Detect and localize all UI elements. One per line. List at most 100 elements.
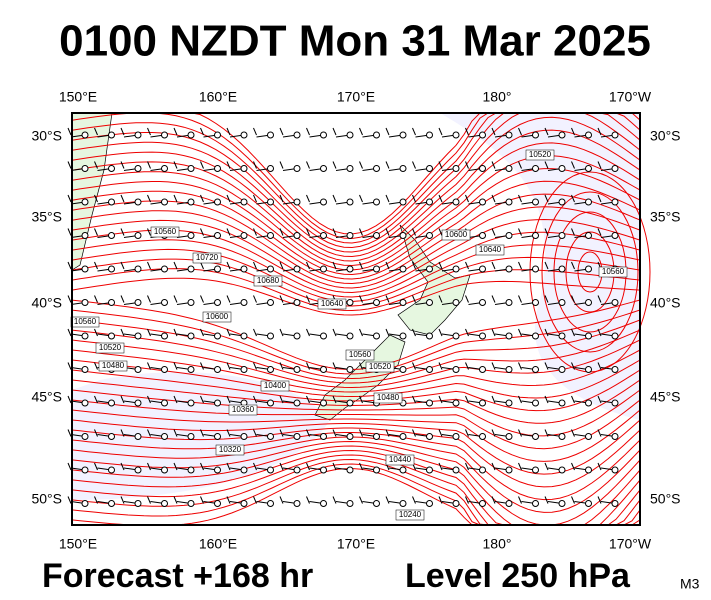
barb-station xyxy=(134,366,142,373)
barb-station xyxy=(479,500,486,507)
barb-flag xyxy=(306,328,310,337)
barb-flag xyxy=(279,429,284,437)
barb-flag xyxy=(332,161,337,169)
barb-station xyxy=(585,399,592,407)
barb-station xyxy=(161,366,168,373)
barb-flag xyxy=(226,395,231,404)
barb-station xyxy=(240,500,248,507)
barb-flag xyxy=(412,395,416,404)
lon-label-bottom: 150°E xyxy=(59,536,97,552)
contour-line xyxy=(71,369,641,412)
barb-flag xyxy=(385,127,390,136)
barb-flag xyxy=(518,261,522,270)
barb-station xyxy=(346,366,354,373)
barb-flag xyxy=(385,295,390,303)
barb-station xyxy=(161,466,168,474)
barb-station xyxy=(505,466,513,474)
barb-station xyxy=(452,131,460,139)
barb-station xyxy=(426,232,433,239)
barb-station xyxy=(532,332,539,340)
barb-station xyxy=(532,466,539,474)
barb-station xyxy=(399,265,407,273)
barb-station xyxy=(558,433,566,440)
axes: 150°E 150°E 160°E 160°E 170°E 170°E 180° 180° 17… xyxy=(31,89,680,552)
barb-station xyxy=(558,332,566,340)
barb-station xyxy=(267,500,274,507)
barb-station xyxy=(426,131,433,139)
barb-flag xyxy=(359,362,363,370)
barb-station xyxy=(505,131,513,139)
barb-flag xyxy=(120,295,125,303)
lat-label-left: 30°S xyxy=(31,128,62,144)
barb-flag xyxy=(306,395,310,404)
barb-flag xyxy=(332,462,337,471)
barb-flag xyxy=(253,496,257,504)
barb-flag xyxy=(571,228,575,236)
barb-flag xyxy=(94,228,98,236)
lat-label-right: 45°S xyxy=(650,389,681,405)
barb-station xyxy=(81,366,89,373)
contour-line xyxy=(71,129,641,262)
barb-station xyxy=(558,399,566,407)
barb-station xyxy=(399,198,407,206)
barb-flag xyxy=(147,295,151,303)
barb-flag xyxy=(226,429,231,437)
barb-station xyxy=(611,332,619,340)
barb-flag xyxy=(518,328,522,337)
barb-flag xyxy=(173,127,178,136)
barb-station xyxy=(320,198,327,206)
barb-station xyxy=(267,433,274,440)
barb-flag xyxy=(491,395,496,404)
barb-flag xyxy=(67,462,72,471)
barb-station xyxy=(108,399,115,407)
barb-flag xyxy=(518,295,522,303)
barb-station xyxy=(399,299,407,306)
barb-station xyxy=(505,399,513,407)
barb-flag xyxy=(279,194,284,203)
barb-flag xyxy=(147,161,151,169)
barb-station xyxy=(611,299,619,306)
barb-station xyxy=(452,466,460,474)
barb-flag xyxy=(226,362,231,370)
barb-flag xyxy=(226,127,231,136)
barb-station xyxy=(134,332,142,340)
barb-station xyxy=(426,500,433,507)
lat-label-left: 50°S xyxy=(31,491,62,507)
barb-flag xyxy=(306,194,310,203)
contour-line xyxy=(71,432,641,501)
barb-flag xyxy=(226,161,231,169)
barb-station xyxy=(452,299,460,306)
barb-flag xyxy=(306,295,310,303)
barb-flag xyxy=(385,496,390,504)
barb-flag xyxy=(385,328,390,337)
barb-station xyxy=(81,265,89,273)
barb-flag xyxy=(200,395,204,404)
barb-station xyxy=(452,198,460,206)
barb-station xyxy=(399,232,407,239)
barb-station xyxy=(187,165,195,172)
barb-flag xyxy=(385,429,390,437)
barb-station xyxy=(452,366,460,373)
barb-flag xyxy=(226,462,231,471)
lon-label-top: 160°E xyxy=(199,89,237,105)
barb-flag xyxy=(94,261,98,270)
barb-flag xyxy=(279,496,284,504)
barb-station xyxy=(585,165,592,172)
barb-flag xyxy=(491,295,496,303)
barb-flag xyxy=(438,429,443,437)
barb-flag xyxy=(67,127,72,136)
barb-station xyxy=(611,165,619,172)
barb-station xyxy=(134,433,142,440)
barb-flag xyxy=(173,462,178,471)
barb-station xyxy=(426,366,433,373)
contour-label: 10600 xyxy=(445,230,468,239)
barb-flag xyxy=(571,194,575,203)
barb-station xyxy=(293,198,301,206)
barb-flag xyxy=(200,429,204,437)
barb-station xyxy=(320,265,327,273)
barb-flag xyxy=(597,496,602,504)
barb-flag xyxy=(253,194,257,203)
barb-station xyxy=(293,366,301,373)
